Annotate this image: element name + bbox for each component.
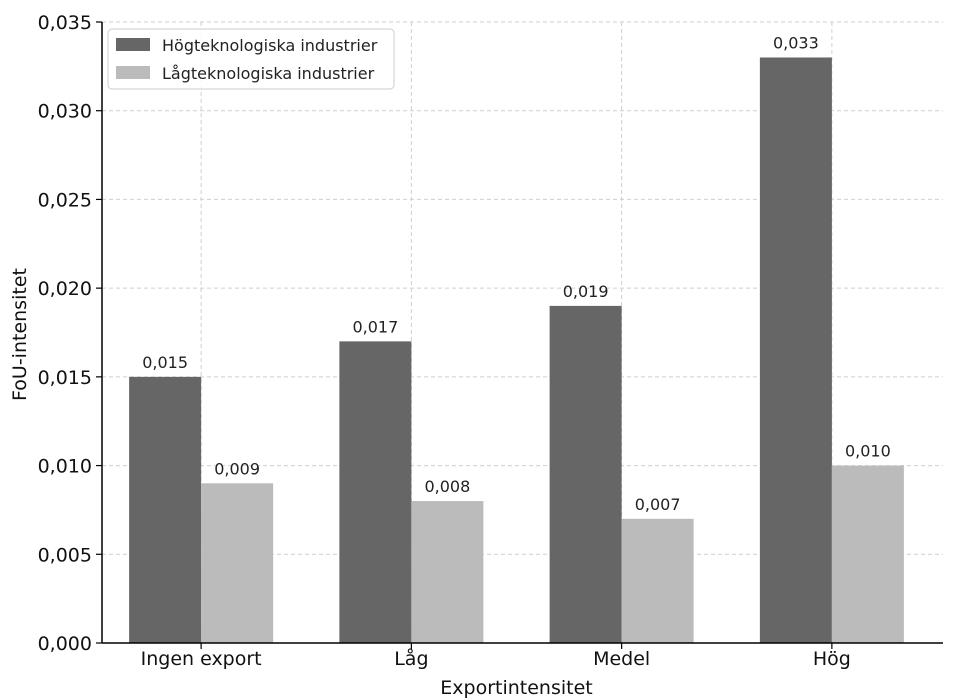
x-axis-title: Exportintensitet [440,677,592,699]
bar-lagteknologiska [201,483,274,643]
bar-lagteknologiska [621,518,694,643]
y-tick-label: 0,000 [38,633,92,655]
x-tick-label: Låg [394,647,428,670]
bar-value-label: 0,007 [635,495,681,514]
x-tick-label: Ingen export [141,648,262,670]
bar-value-label: 0,009 [214,459,260,478]
bar-value-label: 0,015 [142,353,188,372]
legend-label-hogteknologiska: Högteknologiska industrier [162,36,378,55]
bar-hogteknologiska [759,57,832,643]
bar-lagteknologiska [831,465,904,643]
y-tick-label: 0,020 [38,278,92,300]
axes [101,22,943,644]
bar-value-label: 0,017 [352,317,398,336]
legend-box [107,28,395,90]
x-tick-label: Hög [813,648,851,670]
y-axis-title: FoU-intensitet [9,268,31,401]
bar-hogteknologiska [339,341,412,643]
x-tick-label: Medel [593,648,650,670]
y-tick-label: 0,005 [38,544,92,566]
legend-swatch-lagteknologiska [116,66,150,79]
y-tick-label: 0,010 [38,456,92,478]
bar-hogteknologiska [549,305,622,643]
bar-value-label: 0,033 [773,33,819,52]
bar-value-label: 0,010 [845,442,891,461]
bar-value-labels: 0,015 0,017 0,019 0,033 0,009 0,008 0,007 0,010 [142,33,891,513]
legend-swatch-hogteknologiska [116,38,150,51]
tick-labels: 0,000 0,005 0,010 0,015 0,020 0,025 0,030 0,035… [38,12,851,670]
bars [129,57,904,643]
legend-label-lagteknologiska: Lågteknologiska industrier [162,64,375,83]
bar-lagteknologiska [411,501,484,643]
legend: Högteknologiska industrier Lågteknologis… [107,28,395,90]
y-tick-label: 0,015 [38,367,92,389]
y-tick-label: 0,035 [38,12,92,34]
bar-hogteknologiska [129,376,202,643]
bar-value-label: 0,008 [424,477,470,496]
y-tick-label: 0,030 [38,101,92,123]
bar-value-label: 0,019 [563,282,609,301]
y-tick-label: 0,025 [38,189,92,211]
